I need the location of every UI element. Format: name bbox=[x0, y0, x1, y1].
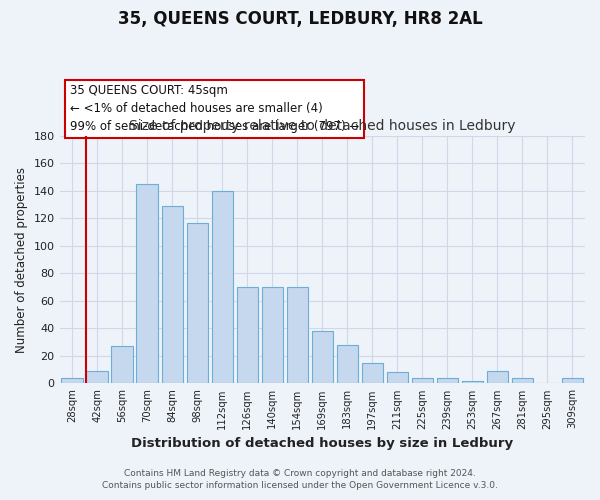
Bar bbox=[311, 331, 333, 384]
Bar bbox=[337, 345, 358, 384]
Bar bbox=[362, 363, 383, 384]
Text: 35, QUEENS COURT, LEDBURY, HR8 2AL: 35, QUEENS COURT, LEDBURY, HR8 2AL bbox=[118, 10, 482, 28]
Bar bbox=[487, 371, 508, 384]
Bar bbox=[236, 287, 258, 384]
Bar bbox=[437, 378, 458, 384]
Text: Contains HM Land Registry data © Crown copyright and database right 2024.
Contai: Contains HM Land Registry data © Crown c… bbox=[102, 469, 498, 490]
Bar bbox=[187, 222, 208, 384]
Bar bbox=[562, 378, 583, 384]
Bar bbox=[462, 380, 483, 384]
Bar bbox=[112, 346, 133, 384]
Bar bbox=[61, 378, 83, 384]
Bar bbox=[387, 372, 408, 384]
Bar bbox=[412, 378, 433, 384]
Y-axis label: Number of detached properties: Number of detached properties bbox=[15, 166, 28, 352]
Bar bbox=[136, 184, 158, 384]
Text: 35 QUEENS COURT: 45sqm
← <1% of detached houses are smaller (4)
99% of semi-deta: 35 QUEENS COURT: 45sqm ← <1% of detached… bbox=[70, 84, 359, 134]
Bar bbox=[262, 287, 283, 384]
Title: Size of property relative to detached houses in Ledbury: Size of property relative to detached ho… bbox=[129, 120, 515, 134]
Bar bbox=[287, 287, 308, 384]
X-axis label: Distribution of detached houses by size in Ledbury: Distribution of detached houses by size … bbox=[131, 437, 514, 450]
Bar bbox=[212, 191, 233, 384]
Bar bbox=[86, 371, 108, 384]
Bar bbox=[161, 206, 183, 384]
Bar bbox=[512, 378, 533, 384]
